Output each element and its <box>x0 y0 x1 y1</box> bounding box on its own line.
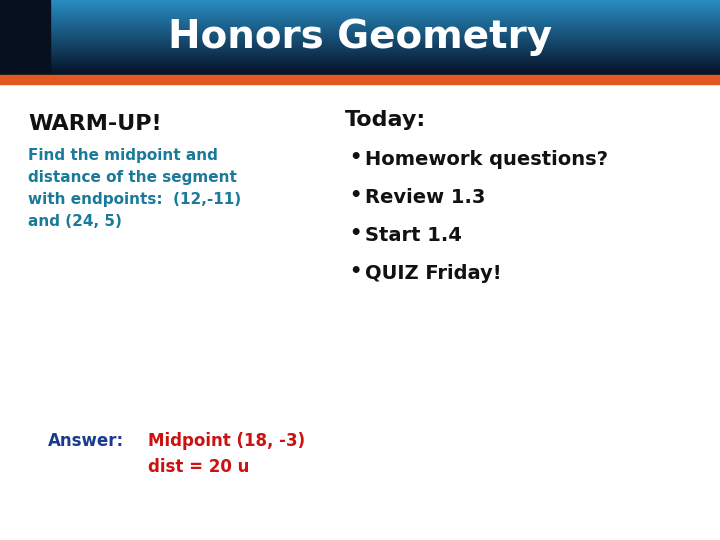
Text: distance of the segment: distance of the segment <box>28 170 237 185</box>
Text: •: • <box>349 262 361 281</box>
Text: Start 1.4: Start 1.4 <box>365 226 462 245</box>
Bar <box>0 0 50 75</box>
Text: and (24, 5): and (24, 5) <box>28 214 122 229</box>
Text: QUIZ Friday!: QUIZ Friday! <box>365 264 502 283</box>
Text: dist = 20 u: dist = 20 u <box>148 458 249 476</box>
Text: •: • <box>349 148 361 167</box>
Text: Homework questions?: Homework questions? <box>365 150 608 169</box>
Text: •: • <box>349 186 361 205</box>
Text: Answer:: Answer: <box>48 432 124 450</box>
Text: with endpoints:  (12,-11): with endpoints: (12,-11) <box>28 192 241 207</box>
Text: Review 1.3: Review 1.3 <box>365 188 485 207</box>
Text: Find the midpoint and: Find the midpoint and <box>28 148 218 163</box>
Text: Honors Geometry: Honors Geometry <box>168 18 552 57</box>
Text: Today:: Today: <box>345 110 426 130</box>
Bar <box>0 75 720 84</box>
Text: •: • <box>349 224 361 243</box>
Text: Midpoint (18, -3): Midpoint (18, -3) <box>148 432 305 450</box>
Text: WARM-UP!: WARM-UP! <box>28 114 161 134</box>
